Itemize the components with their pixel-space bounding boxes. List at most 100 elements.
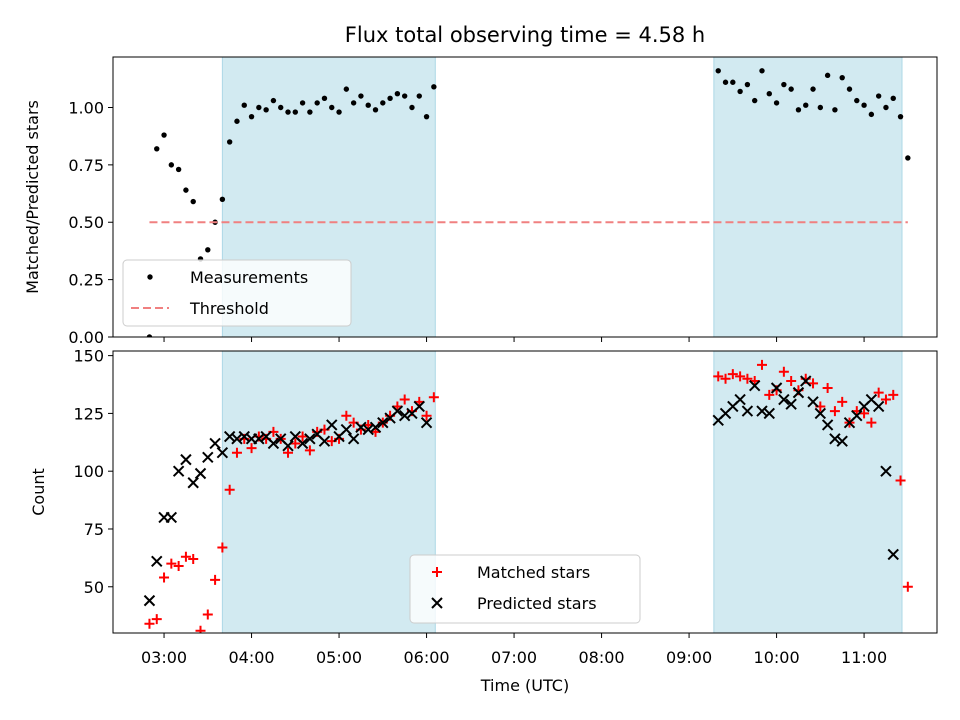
predicted-star-point bbox=[377, 416, 389, 429]
x-tick-label: 09:00 bbox=[666, 648, 712, 667]
predicted-star-point bbox=[398, 410, 411, 422]
predicted-star-point bbox=[792, 386, 805, 399]
measurement-point bbox=[343, 86, 350, 92]
measurement-point bbox=[380, 100, 386, 106]
matched-star-point bbox=[888, 389, 899, 400]
measurement-point bbox=[824, 72, 831, 79]
y-tick-label: 0.00 bbox=[68, 328, 104, 347]
measurement-point bbox=[329, 104, 335, 111]
predicted-star-point bbox=[223, 430, 236, 443]
measurement-point bbox=[234, 118, 240, 124]
measurement-point bbox=[810, 86, 816, 92]
measurement-point bbox=[839, 74, 845, 81]
matched-star-point bbox=[727, 369, 738, 380]
measurement-point bbox=[241, 102, 247, 108]
measurement-point bbox=[409, 104, 415, 111]
measurement-point bbox=[722, 79, 729, 85]
legend: Measurements Threshold bbox=[122, 259, 352, 327]
predicted-star-point bbox=[391, 405, 404, 417]
measurement-point bbox=[285, 109, 291, 115]
measurement-point bbox=[868, 111, 875, 118]
predicted-star-point bbox=[814, 407, 827, 420]
matched-star-point bbox=[902, 581, 913, 592]
measurement-point bbox=[773, 100, 780, 106]
predicted-star-point bbox=[282, 440, 294, 452]
predicted-star-point bbox=[369, 421, 382, 433]
measurement-point bbox=[350, 100, 357, 106]
measurement-point bbox=[175, 166, 182, 173]
predicted-star-point bbox=[807, 396, 819, 408]
legend-predicted-swatch bbox=[431, 597, 443, 609]
matched-star-point bbox=[399, 394, 410, 405]
measurement-point bbox=[803, 102, 809, 108]
predicted-star-point bbox=[326, 419, 338, 431]
matched-star-point bbox=[866, 417, 877, 428]
x-tick-label: 10:00 bbox=[754, 648, 800, 667]
y-tick-label: 1.00 bbox=[68, 98, 104, 117]
y-axis-label: Matched/Predicted stars bbox=[23, 100, 42, 294]
measurement-point bbox=[394, 91, 401, 97]
matched-star-point bbox=[195, 625, 206, 633]
y-tick-label: 50 bbox=[84, 578, 104, 597]
axes-frame bbox=[112, 56, 938, 338]
matched-star-point bbox=[151, 614, 162, 625]
predicted-star-point bbox=[194, 467, 207, 480]
legend-matched-swatch bbox=[432, 567, 442, 577]
measurement-point bbox=[737, 88, 743, 95]
predicted-star-point bbox=[413, 400, 425, 413]
predicted-star-point bbox=[821, 419, 834, 431]
y-tick-label: 0.75 bbox=[68, 156, 104, 175]
measurement-point bbox=[861, 102, 867, 108]
predicted-star-point bbox=[829, 433, 841, 445]
axes-frame bbox=[112, 350, 938, 634]
measurement-point bbox=[256, 104, 262, 111]
measurement-point bbox=[183, 187, 189, 193]
matched-star-point bbox=[246, 443, 257, 454]
measurement-point bbox=[358, 93, 364, 99]
measurement-point bbox=[905, 155, 911, 161]
predicted-star-point bbox=[202, 451, 214, 464]
x-tick-label: 08:00 bbox=[579, 648, 625, 667]
measurement-point bbox=[365, 102, 371, 108]
measurement-point bbox=[314, 100, 320, 106]
measurement-point bbox=[423, 113, 430, 120]
measurement-point bbox=[154, 146, 160, 152]
measurement-point bbox=[205, 247, 211, 253]
measurement-point bbox=[278, 104, 284, 111]
y-tick-label: 0.50 bbox=[68, 213, 104, 232]
predicted-star-point bbox=[741, 405, 754, 417]
predicted-star-point bbox=[756, 405, 768, 417]
predicted-star-point bbox=[187, 477, 199, 489]
legend-label: Matched stars bbox=[477, 563, 590, 582]
matched-star-point bbox=[713, 371, 724, 382]
y-tick-label: 100 bbox=[73, 462, 104, 481]
y-tick-label: 150 bbox=[73, 347, 104, 366]
measurement-point bbox=[401, 93, 408, 99]
measurement-point bbox=[766, 91, 772, 97]
measurement-point bbox=[715, 68, 721, 74]
matched-star-point bbox=[735, 371, 746, 382]
matched-star-point bbox=[859, 408, 870, 419]
measurement-point bbox=[883, 104, 889, 111]
legend-box bbox=[122, 259, 352, 327]
matched-star-point bbox=[231, 447, 242, 458]
predicted-star-point bbox=[778, 393, 790, 406]
measurement-point bbox=[431, 84, 437, 90]
predicted-star-point bbox=[880, 465, 892, 477]
measurement-point bbox=[372, 107, 379, 113]
x-tick-label: 04:00 bbox=[228, 648, 274, 667]
measurement-point bbox=[817, 104, 824, 111]
matched-star-point bbox=[880, 394, 891, 405]
measurement-point bbox=[788, 86, 794, 92]
x-tick-label: 06:00 bbox=[404, 648, 450, 667]
measurement-point bbox=[270, 97, 277, 104]
measurement-point bbox=[219, 196, 226, 202]
predicted-star-point bbox=[851, 410, 863, 422]
plot-area bbox=[146, 68, 911, 337]
x-tick-label: 07:00 bbox=[491, 648, 537, 667]
matched-star-point bbox=[290, 438, 301, 449]
matched-star-point bbox=[829, 406, 840, 417]
legend-box bbox=[409, 554, 641, 624]
matched-star-point bbox=[764, 389, 775, 400]
